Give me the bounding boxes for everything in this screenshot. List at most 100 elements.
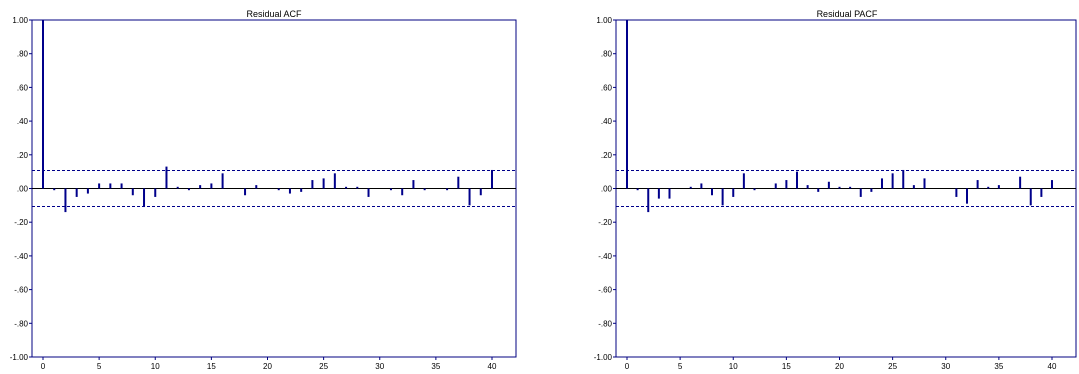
x-tick-label: 15 <box>782 362 791 371</box>
bar <box>64 188 67 213</box>
y-tick-label: 1.00 <box>12 16 28 25</box>
bar <box>423 188 426 191</box>
y-tick-label: -.60 <box>14 286 28 295</box>
bar <box>689 186 692 189</box>
bar <box>322 178 325 189</box>
bar <box>277 188 280 191</box>
y-tick-label: -.60 <box>598 286 612 295</box>
y-tick-label: .60 <box>17 83 29 92</box>
bar <box>881 178 883 189</box>
x-tick-label: 5 <box>97 362 102 371</box>
bar <box>98 183 101 189</box>
chart-title: Residual PACF <box>816 9 878 19</box>
bar <box>446 188 449 191</box>
bar <box>806 185 809 189</box>
y-tick-label: .60 <box>601 83 613 92</box>
bar <box>389 188 392 191</box>
bar <box>657 188 660 199</box>
bar <box>827 181 830 189</box>
bar <box>1051 180 1053 189</box>
y-tick-label: .80 <box>601 50 613 59</box>
bar <box>311 180 314 189</box>
bar <box>1040 188 1043 197</box>
bar <box>165 166 168 189</box>
bar <box>711 188 713 196</box>
x-tick-label: 0 <box>41 362 46 371</box>
x-tick-label: 5 <box>678 362 683 371</box>
bar <box>902 169 905 189</box>
bar <box>891 173 894 189</box>
bar <box>255 185 258 189</box>
x-tick-label: 40 <box>488 362 497 371</box>
bar <box>468 188 471 206</box>
y-tick-label: -.20 <box>14 218 28 227</box>
bar <box>244 188 247 196</box>
bar <box>870 188 873 192</box>
x-tick-label: 25 <box>888 362 897 371</box>
bar <box>356 186 359 189</box>
bar <box>42 20 44 189</box>
y-tick-label: .20 <box>601 151 613 160</box>
bar <box>636 188 639 191</box>
pacf-plot-area: 1.00 .80 .60 .40 .20 .00 -.20 -.40 -.60 -.80 -1.00… <box>594 16 1077 371</box>
bar <box>838 186 841 189</box>
bar <box>626 20 628 189</box>
acf-plot-area: 1.00 .80 .60 .40 .20 .00 -.20 -.40 -.60 -.80 -1.00… <box>10 16 517 371</box>
bar <box>75 188 78 197</box>
bar <box>955 188 958 197</box>
y-tick-label: -.40 <box>598 252 612 261</box>
x-tick-label: 30 <box>375 362 384 371</box>
bar <box>742 173 745 189</box>
bar <box>199 185 202 189</box>
y-tick-label: -.80 <box>598 319 612 328</box>
bar <box>732 188 735 197</box>
bar <box>647 188 650 213</box>
bar <box>997 185 1000 189</box>
bar <box>976 180 979 189</box>
bar <box>457 176 460 189</box>
y-tick-label: .20 <box>17 151 29 160</box>
bar <box>154 188 157 197</box>
y-tick-label: -1.00 <box>10 353 29 362</box>
bar <box>187 188 190 191</box>
bar <box>785 180 788 189</box>
x-tick-label: 35 <box>431 362 440 371</box>
bar <box>491 169 493 189</box>
bar <box>774 183 777 189</box>
bar <box>412 180 415 189</box>
bar <box>53 188 56 191</box>
bar <box>859 188 862 197</box>
bar <box>796 171 798 189</box>
bar <box>176 186 179 189</box>
y-tick-label: .80 <box>17 50 29 59</box>
bar <box>143 188 146 208</box>
bar <box>721 188 724 206</box>
acf-chart: Residual ACF 1.00 .80 .60 .40 .20 .00 -.20 -.40… <box>0 0 530 374</box>
bar <box>1019 176 1022 189</box>
x-tick-label: 10 <box>729 362 738 371</box>
y-tick-label: 1.00 <box>596 16 612 25</box>
bar <box>479 188 482 196</box>
bar <box>120 183 123 189</box>
y-tick-label: -.20 <box>598 218 612 227</box>
x-tick-label: 30 <box>941 362 950 371</box>
bar <box>753 188 756 191</box>
x-tick-label: 10 <box>151 362 160 371</box>
bar <box>221 173 224 189</box>
bar <box>109 183 112 189</box>
bar <box>912 185 915 189</box>
bar <box>86 188 89 194</box>
y-tick-label: .00 <box>17 185 29 194</box>
bar <box>1029 188 1032 206</box>
y-tick-label: .00 <box>601 185 613 194</box>
bar <box>817 188 820 192</box>
x-tick-label: 20 <box>835 362 844 371</box>
bar <box>966 188 968 204</box>
y-tick-label: -1.00 <box>594 353 613 362</box>
bar <box>131 188 134 196</box>
y-tick-label: -.80 <box>14 319 28 328</box>
x-tick-label: 35 <box>994 362 1003 371</box>
bar <box>333 173 336 189</box>
y-tick-label: -.40 <box>14 252 28 261</box>
chart-title: Residual ACF <box>246 9 302 19</box>
